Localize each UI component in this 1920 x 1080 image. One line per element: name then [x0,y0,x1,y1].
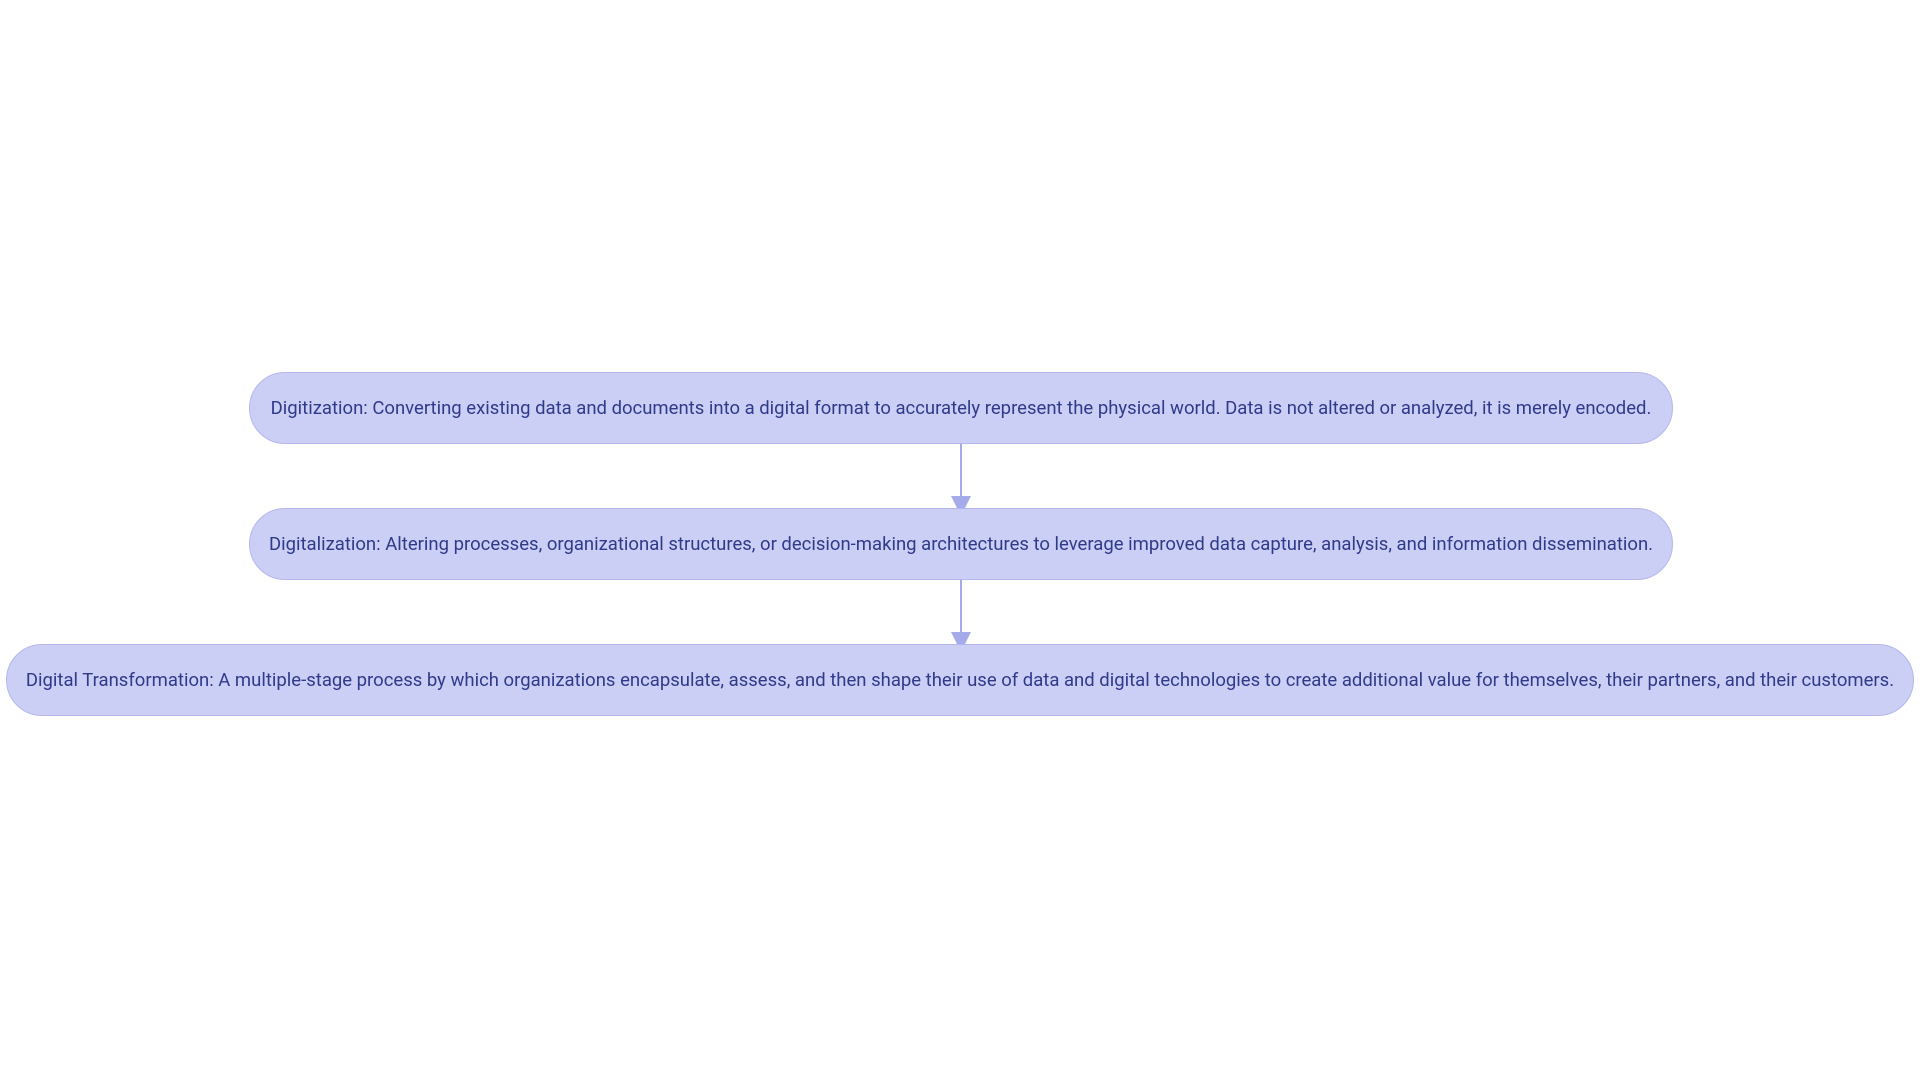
node-label: Digital Transformation: A multiple-stage… [26,669,1894,691]
flowchart-canvas: Digitization: Converting existing data a… [0,0,1920,1080]
node-digitalization: Digitalization: Altering processes, orga… [249,508,1673,580]
node-label: Digitization: Converting existing data a… [271,397,1652,419]
arrow-digitization-to-digitalization [941,444,981,508]
arrow-digitalization-to-digital-transformation [941,580,981,644]
node-digital-transformation: Digital Transformation: A multiple-stage… [6,644,1914,716]
node-label: Digitalization: Altering processes, orga… [269,533,1653,555]
node-digitization: Digitization: Converting existing data a… [249,372,1673,444]
